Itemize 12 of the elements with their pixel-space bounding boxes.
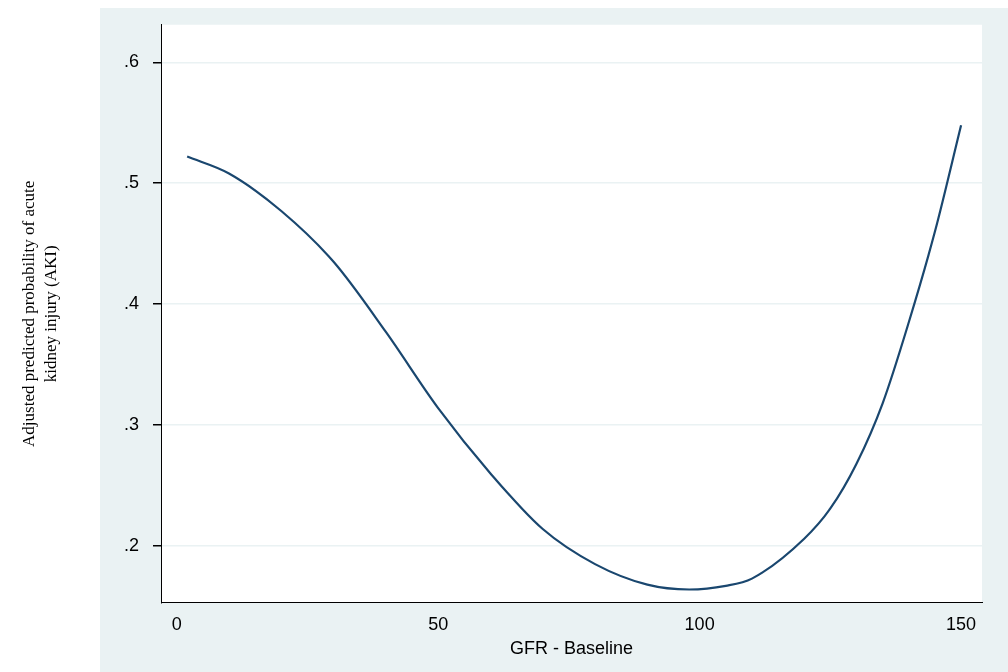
y-tick-label: .6 (124, 51, 140, 72)
line-series (186, 124, 963, 591)
y-axis-title: Adjusted predicted probability of acute kidney injury (AKI) (19, 180, 60, 447)
x-tick-label: 50 (428, 613, 449, 634)
y-tick-label: .2 (124, 534, 140, 555)
x-tick-label: 0 (171, 613, 182, 634)
y-tick-label: .5 (124, 172, 140, 193)
x-tick-label: 100 (684, 613, 715, 634)
x-axis-title: GFR - Baseline (509, 638, 634, 659)
y-tick-label: .4 (124, 293, 140, 314)
y-tick-label: .3 (124, 414, 140, 435)
x-tick-label: 150 (946, 613, 977, 634)
